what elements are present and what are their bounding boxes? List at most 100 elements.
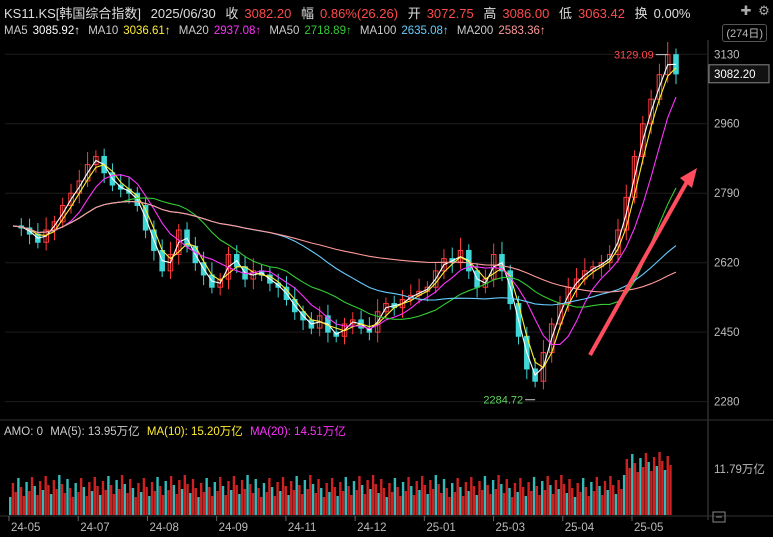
volume-bar bbox=[210, 496, 214, 515]
volume-bar bbox=[423, 485, 427, 515]
volume-bar bbox=[434, 475, 438, 515]
volume-bar bbox=[579, 492, 582, 515]
volume-bar bbox=[219, 477, 222, 515]
volume-bar bbox=[475, 495, 478, 515]
volume-bar bbox=[494, 489, 498, 515]
volume-bar bbox=[590, 482, 593, 515]
volume-bar bbox=[164, 481, 167, 515]
volume-bar bbox=[47, 485, 50, 515]
volume-bar bbox=[636, 472, 639, 515]
vol-ma10-label: MA(10): 15.20万亿 bbox=[146, 426, 243, 438]
volume-bar bbox=[270, 487, 274, 515]
volume-bar bbox=[377, 493, 380, 515]
open-label: 开 bbox=[407, 6, 421, 21]
volume-bar bbox=[129, 479, 132, 515]
x-tick-label: 24-07 bbox=[80, 522, 109, 534]
volume-bar bbox=[287, 495, 290, 515]
volume-bar bbox=[489, 494, 492, 515]
volume-bar bbox=[284, 486, 287, 515]
volume-bar bbox=[150, 482, 154, 515]
y-tick-label: 2960 bbox=[714, 119, 740, 131]
volume-bar bbox=[66, 479, 69, 515]
volume-bar bbox=[112, 494, 116, 515]
volume-bar bbox=[197, 497, 200, 515]
volume-bar bbox=[511, 497, 514, 515]
amo-label: AMO: 0 bbox=[4, 426, 43, 438]
volume-bar bbox=[587, 496, 590, 515]
range-selector[interactable]: (274日) bbox=[722, 24, 767, 42]
volume-bar bbox=[502, 493, 506, 515]
volume-bar bbox=[216, 491, 219, 515]
volume-bar bbox=[156, 477, 159, 515]
volume-bar bbox=[126, 493, 129, 515]
volume-bar bbox=[208, 487, 211, 515]
volume-bar bbox=[486, 485, 489, 515]
volume-bar bbox=[60, 484, 64, 515]
volume-bar bbox=[472, 486, 476, 515]
gear-icon[interactable]: ⚙ bbox=[758, 3, 770, 18]
ma-line-ma10 bbox=[12, 67, 677, 369]
volume-bar bbox=[456, 478, 459, 515]
volume-bar bbox=[366, 480, 369, 515]
volume-bar bbox=[25, 482, 28, 515]
volume-bar bbox=[355, 490, 358, 515]
volume-bar bbox=[205, 478, 208, 515]
ma10-value: 3036.61↑ bbox=[123, 25, 171, 37]
volume-bar bbox=[159, 486, 162, 515]
volume-bar bbox=[595, 477, 599, 515]
volume-bar bbox=[581, 478, 585, 515]
volume-bar bbox=[633, 463, 637, 515]
ma5-label: MA5 bbox=[4, 25, 28, 37]
volume-bar bbox=[631, 454, 634, 515]
volume-bar bbox=[30, 477, 34, 515]
volume-bar bbox=[576, 483, 579, 515]
volume-bar bbox=[407, 477, 410, 515]
volume-bar bbox=[568, 479, 571, 515]
volume-bar bbox=[202, 492, 206, 515]
volume-bar bbox=[298, 485, 301, 515]
volume-bar bbox=[290, 481, 293, 515]
symbol[interactable]: KS11.KS[韩国综合指数] bbox=[4, 6, 142, 21]
volume-bar bbox=[238, 494, 241, 515]
volume-bar bbox=[55, 489, 58, 515]
ma200-value: 2583.36↑ bbox=[498, 25, 546, 37]
volume-bar bbox=[58, 475, 61, 515]
volume-bar bbox=[505, 479, 508, 515]
volume-bar bbox=[562, 484, 566, 515]
volume-bar bbox=[33, 486, 36, 515]
change-label: 幅 bbox=[300, 6, 314, 21]
ma100-label: MA100 bbox=[359, 25, 397, 37]
volume-bar bbox=[145, 487, 148, 515]
volume-bar bbox=[330, 478, 334, 515]
volume-bar bbox=[69, 488, 72, 515]
volume-bar bbox=[279, 491, 282, 515]
volume-bar bbox=[328, 492, 331, 515]
volume-bar bbox=[524, 496, 528, 515]
volume-bar bbox=[663, 470, 667, 515]
volume-bar bbox=[453, 492, 457, 515]
volume-bar bbox=[172, 485, 176, 515]
volume-bar bbox=[314, 493, 317, 515]
volume-bar bbox=[295, 476, 298, 515]
volume-bar bbox=[311, 484, 315, 515]
x-tick-label: 24-05 bbox=[11, 522, 40, 534]
volume-bar bbox=[257, 488, 260, 515]
plus-icon[interactable]: ✚ bbox=[740, 3, 752, 18]
volume-bar bbox=[341, 491, 345, 515]
volume-bar bbox=[191, 479, 195, 515]
ma-line-ma50 bbox=[12, 187, 677, 320]
trend-arrow-head bbox=[680, 168, 697, 188]
volume-bar bbox=[519, 478, 522, 515]
candle-body bbox=[399, 298, 406, 309]
minus-icon bbox=[712, 511, 726, 523]
vol-ma20-label: MA(20): 14.51万亿 bbox=[249, 426, 346, 438]
volume-bar bbox=[28, 491, 31, 515]
volume-bar bbox=[249, 484, 252, 515]
volume-bar bbox=[393, 478, 397, 515]
volume-bar bbox=[513, 483, 517, 515]
y-tick-label: 2450 bbox=[714, 327, 740, 339]
volume-bar bbox=[137, 483, 140, 515]
volume-bar bbox=[104, 490, 107, 515]
volume-bar bbox=[655, 466, 659, 515]
